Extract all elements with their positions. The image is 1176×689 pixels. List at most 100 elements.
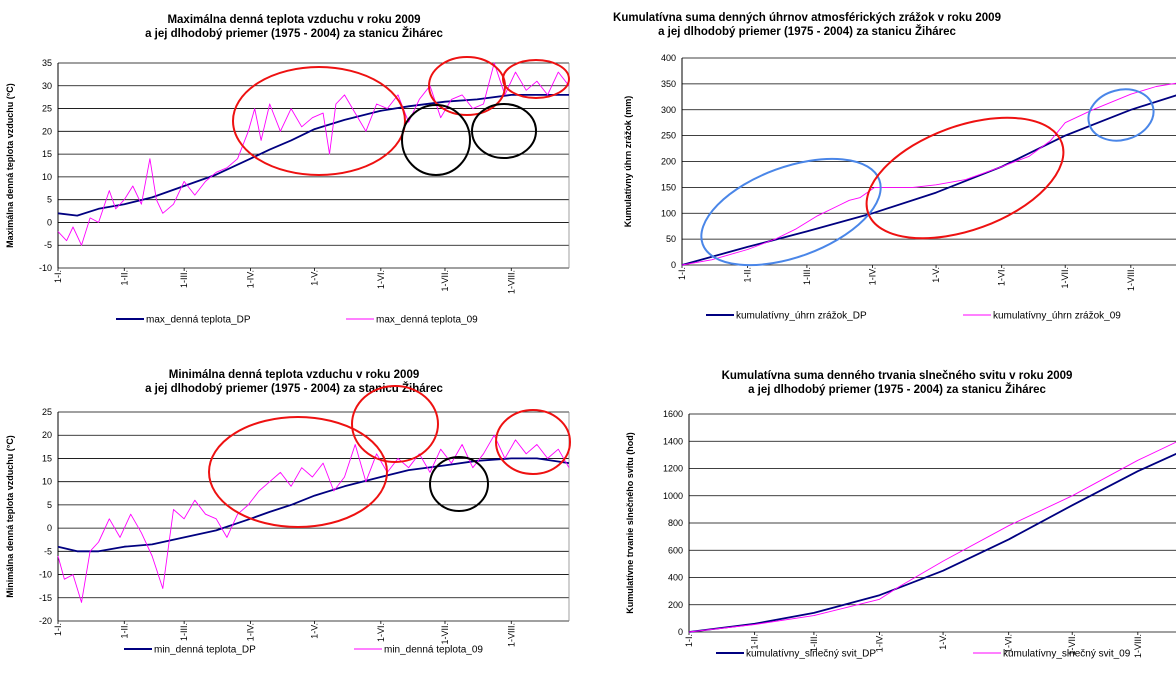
chart-title-line1: Maximálna denná teplota vzduchu v roku 2… (167, 14, 421, 26)
y-tick-label: 400 (661, 53, 676, 63)
y-tick-label: 400 (668, 573, 683, 583)
y-tick-label: -10 (39, 570, 52, 580)
y-tick-label: 20 (42, 430, 52, 440)
x-tick-label: 1-VIII. (506, 270, 516, 294)
x-tick-label: 1-V. (310, 623, 320, 639)
legend-label-dp: kumulatívny_slnečný svit_DP (746, 649, 876, 660)
x-tick-label: 1-I. (677, 267, 687, 280)
x-tick-label: 1-I. (684, 634, 694, 647)
y-tick-label: 1000 (663, 491, 683, 501)
series-line-2009 (681, 82, 1176, 266)
y-tick-label: 15 (42, 453, 52, 463)
y-tick-label: 10 (42, 172, 52, 182)
y-tick-label: 1400 (663, 436, 683, 446)
y-tick-label: -10 (39, 263, 52, 273)
legend-label-2009: max_denná teplota_09 (376, 315, 478, 326)
y-tick-label: 20 (42, 126, 52, 136)
y-axis-label: Minimálna denná teplota vzduchu (°C) (5, 435, 15, 598)
annotation-ring (208, 416, 388, 528)
chart-title-line1: Kumulatívna suma denných úhrnov atmosfér… (613, 12, 1001, 24)
y-tick-label: 600 (668, 545, 683, 555)
min-temperature-plot: 25 20 15 10 5 0 -5 -10 -15 -201-I. 1-II. 1-III. 1-IV… (5, 385, 571, 656)
x-tick-label: 1-II. (743, 267, 753, 283)
x-tick-label: 1-VIII. (1133, 634, 1143, 658)
x-tick-label: 1-VIII. (1126, 267, 1136, 291)
y-tick-label: 10 (42, 477, 52, 487)
x-tick-label: 1-VII. (440, 623, 450, 645)
legend-label-2009: min_denná teplota_09 (384, 645, 483, 656)
series-line-dp (57, 94, 569, 217)
y-axis-label: Kumulatívny úhrn zrážok (mm) (623, 96, 633, 228)
annotation-ring (865, 116, 1065, 240)
annotation-ring (700, 157, 882, 267)
x-tick-label: 1-IV. (875, 634, 885, 652)
y-tick-label: 50 (666, 234, 676, 244)
y-tick-label: 0 (678, 627, 683, 637)
chart-min-temperature: Minimálna denná teplota vzduchu v roku 2… (0, 345, 588, 689)
x-tick-label: 1-VIII. (506, 623, 516, 647)
legend-label-dp: kumulatívny_úhrn zrážok_DP (736, 311, 867, 322)
x-tick-label: 1-V. (938, 634, 948, 650)
chart-title-line1: Minimálna denná teplota vzduchu v roku 2… (168, 369, 420, 381)
x-tick-label: 1-IV. (245, 270, 255, 288)
x-tick-label: 1-V. (931, 267, 941, 283)
y-tick-label: 150 (661, 182, 676, 192)
y-tick-label: -20 (39, 616, 52, 626)
x-tick-label: 1-III. (809, 634, 819, 652)
y-tick-label: 1600 (663, 409, 683, 419)
cumulative-precipitation-plot: 400 350 300 250 200 150 100 50 01-I. 1-II. 1-III. 1… (623, 53, 1176, 322)
annotation-ring (471, 103, 537, 159)
y-tick-label: 15 (42, 149, 52, 159)
x-tick-label: 1-VII. (440, 270, 450, 292)
legend-label-2009: kumulatívny_úhrn zrážok_09 (993, 311, 1121, 322)
y-tick-label: -5 (44, 546, 52, 556)
x-tick-label: 1-VI. (376, 623, 386, 642)
x-tick-label: 1-V. (310, 270, 320, 286)
y-tick-label: 25 (42, 104, 52, 114)
series-line-2009 (57, 62, 570, 246)
x-tick-label: 1-II. (750, 634, 760, 650)
annotation-ring (1087, 88, 1155, 142)
x-tick-label: 1-I. (53, 270, 63, 283)
legend-label-dp: min_denná teplota_DP (154, 645, 256, 656)
y-tick-label: 200 (661, 157, 676, 167)
x-tick-label: 1-III. (179, 270, 189, 288)
chart-title-line2: a jej dlhodobý priemer (1975 - 2004) za … (145, 383, 443, 395)
x-tick-label: 1-VI. (1004, 634, 1014, 653)
x-tick-label: 1-VI. (997, 267, 1007, 286)
y-tick-label: 25 (42, 407, 52, 417)
chart-title-line2: a jej dlhodobý priemer (1975 - 2004) za … (748, 384, 1046, 396)
y-tick-label: 35 (42, 58, 52, 68)
y-tick-label: -15 (39, 593, 52, 603)
x-tick-label: 1-VII. (1060, 267, 1070, 289)
series-line-dp (688, 452, 1176, 633)
x-tick-label: 1-III. (802, 267, 812, 285)
annotation-ring (401, 104, 471, 176)
x-tick-label: 1-II. (119, 623, 129, 639)
y-tick-label: 0 (47, 523, 52, 533)
x-tick-label: 1-VI. (376, 270, 386, 289)
series-line-2009 (688, 441, 1176, 633)
series-line-2009 (57, 434, 570, 603)
cumulative-sunshine-plot: 1600 1400 1200 1000 800 600 400 200 01-I. 1-II. 1-… (625, 409, 1176, 660)
max-temperature-plot: 35 30 25 20 15 10 5 0 -5 -101-I. 1-II. 1-III. 1-IV. 1… (5, 56, 570, 326)
y-tick-label: 250 (661, 131, 676, 141)
y-tick-label: -5 (44, 240, 52, 250)
y-tick-label: 0 (47, 217, 52, 227)
chart-title-line2: a jej dlhodobý priemer (1975 - 2004) za … (145, 28, 443, 40)
annotation-ring (502, 59, 570, 99)
x-tick-label: 1-IV. (245, 623, 255, 641)
x-tick-label: 1-II. (119, 270, 129, 286)
series-line-dp (57, 457, 570, 553)
y-tick-label: 30 (42, 81, 52, 91)
y-tick-label: 300 (661, 105, 676, 115)
annotation-ring (495, 409, 571, 475)
y-axis-label: Kumulatívne trvanie slnečného svitu (hod… (625, 432, 635, 614)
y-tick-label: 1200 (663, 464, 683, 474)
annotation-ring (351, 385, 439, 463)
legend-label-2009: kumulatívny_slnečný svit_09 (1003, 649, 1131, 660)
y-tick-label: 800 (668, 518, 683, 528)
x-tick-label: 1-IV. (868, 267, 878, 285)
x-tick-label: 1-I. (53, 623, 63, 636)
chart-max-temperature: Maximálna denná teplota vzduchu v roku 2… (0, 0, 588, 340)
